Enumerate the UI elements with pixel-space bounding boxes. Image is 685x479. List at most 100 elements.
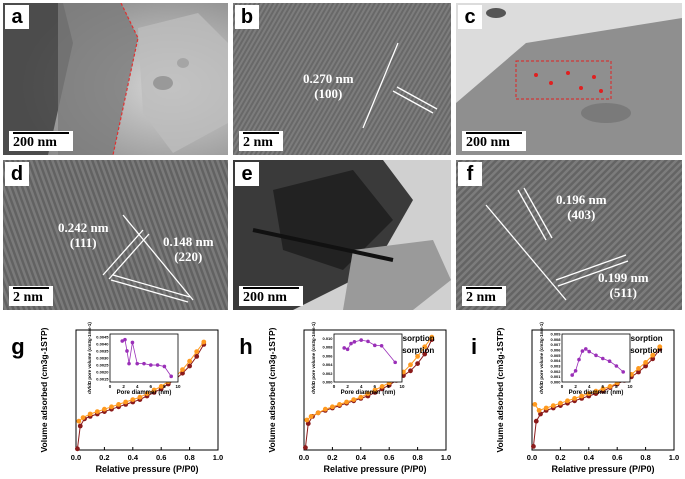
data-point <box>109 404 114 410</box>
data-point <box>144 391 150 396</box>
data-point <box>643 360 648 365</box>
inset-point <box>570 373 574 377</box>
tem-panel-e: e 200 nm <box>233 160 451 310</box>
isotherm-charts: g 0.0 0.2 0.4 0.6 0.8 1.0 Relative pressure (P/… <box>11 322 679 474</box>
inset-y-tick-label: 0.000 <box>550 380 561 385</box>
inset-x-tick-label: 2 <box>346 384 349 389</box>
inset-point <box>359 338 364 342</box>
plot-frame <box>75 329 219 451</box>
inset-point <box>342 346 347 350</box>
scale-bar-label: 200 nm <box>466 135 510 150</box>
tem-image-e <box>233 160 451 310</box>
inset-point <box>169 374 173 379</box>
data-point <box>550 403 556 408</box>
tem-panel-b: 0.270 nm (100) b 2 nm <box>233 3 451 155</box>
inset-x-tick-label: 8 <box>615 384 618 389</box>
lattice-annotation: 0.270 nm (100) <box>303 71 354 101</box>
inset-point <box>345 347 350 352</box>
data-point <box>408 362 413 368</box>
legend-label-adsorption: Adsorption <box>620 334 663 343</box>
inset-y-tick-label: 0.0030 <box>96 356 109 361</box>
data-point <box>322 406 328 412</box>
inset-x-tick-label: 6 <box>602 384 605 389</box>
inset-y-tick-label: 0.002 <box>322 371 333 376</box>
lattice-spacing: 0.196 nm <box>556 192 607 207</box>
panel-letter: h <box>239 334 252 359</box>
inset-x-tick-label: 0 <box>561 384 564 389</box>
plot-frame <box>303 329 447 451</box>
inset-point <box>594 353 598 358</box>
scale-bar-line <box>13 132 69 134</box>
inset-y-axis-label: dV/dD pore volume (cm3g-1nm-1) <box>539 322 544 394</box>
panel-letter: f <box>458 162 482 186</box>
data-point <box>422 344 428 350</box>
data-point <box>187 358 193 364</box>
data-point <box>408 368 413 374</box>
inset-point <box>373 343 377 348</box>
tem-image-b <box>233 3 451 155</box>
data-point <box>77 423 83 429</box>
scale-bar-label: 200 nm <box>13 135 57 150</box>
inset-point <box>352 340 357 344</box>
data-point <box>315 410 321 416</box>
inset-x-tick-label: 0 <box>333 384 336 389</box>
data-point <box>636 366 641 371</box>
tem-panel-a: a 200 nm <box>3 3 228 155</box>
inset-x-tick-label: 4 <box>360 384 363 389</box>
data-point <box>158 384 164 389</box>
inset-y-tick-label: 0.004 <box>550 358 561 363</box>
lattice-spacing: 0.270 nm <box>303 71 354 86</box>
inset-y-tick-label: 0.008 <box>550 337 561 342</box>
inset-y-tick-label: 0.0045 <box>96 334 109 339</box>
x-tick-label: 0.8 <box>640 453 650 462</box>
inset-y-tick-label: 0.0020 <box>96 370 109 375</box>
lattice-spacing: 0.199 nm <box>598 270 649 285</box>
inset-y-tick-label: 0.010 <box>322 336 333 341</box>
legend-label-desorption: Desorption <box>392 346 434 355</box>
scale-bar-line <box>466 287 502 289</box>
data-point <box>304 417 310 423</box>
data-point <box>650 356 656 362</box>
lattice-plane: (403) <box>567 207 596 222</box>
data-point <box>201 339 207 345</box>
data-point <box>538 411 543 417</box>
x-tick-label: 0.6 <box>156 453 166 462</box>
x-tick-label: 0.0 <box>71 453 81 462</box>
inset-point <box>621 370 625 374</box>
x-axis-label: Relative pressure (P/P0) <box>95 464 198 474</box>
inset-point <box>349 341 353 346</box>
inset-y-tick-label: 0.0025 <box>96 363 109 368</box>
inset-x-axis-label: Pore diammer (nm) <box>117 390 172 396</box>
data-point <box>194 354 200 359</box>
data-point <box>80 415 86 420</box>
inset-point <box>149 363 153 367</box>
inset-x-axis-label: Pore diammer (nm) <box>569 390 624 396</box>
inset-point <box>614 364 619 368</box>
inset-x-tick-label: 10 <box>399 384 405 389</box>
scale-bar: 200 nm <box>462 131 526 151</box>
data-point <box>187 363 193 369</box>
inset-point <box>130 340 135 345</box>
scale-bar-line <box>13 287 49 289</box>
inset-y-axis-label: dV/dD pore volume (cm3g-1nm-1) <box>87 322 92 394</box>
data-point <box>305 421 311 426</box>
inset-frame <box>109 333 179 383</box>
data-point <box>593 388 599 394</box>
data-point <box>579 393 585 399</box>
x-tick-label: 0.8 <box>412 453 422 462</box>
data-point <box>650 352 656 358</box>
scale-bar-label: 2 nm <box>466 290 496 305</box>
x-tick-label: 0.2 <box>327 453 337 462</box>
data-point <box>337 402 342 407</box>
inset-y-tick-label: 0.007 <box>550 342 561 347</box>
plot-frame <box>531 329 675 451</box>
data-point <box>536 408 542 413</box>
inset-y-tick-label: 0.008 <box>322 345 333 350</box>
panel-letter: d <box>5 162 29 186</box>
data-point <box>75 446 80 452</box>
panel-letter: i <box>471 334 477 359</box>
panel-letter: a <box>5 5 29 29</box>
inset-x-tick-label: 6 <box>150 384 153 389</box>
data-point <box>303 445 308 450</box>
data-point <box>429 334 435 340</box>
